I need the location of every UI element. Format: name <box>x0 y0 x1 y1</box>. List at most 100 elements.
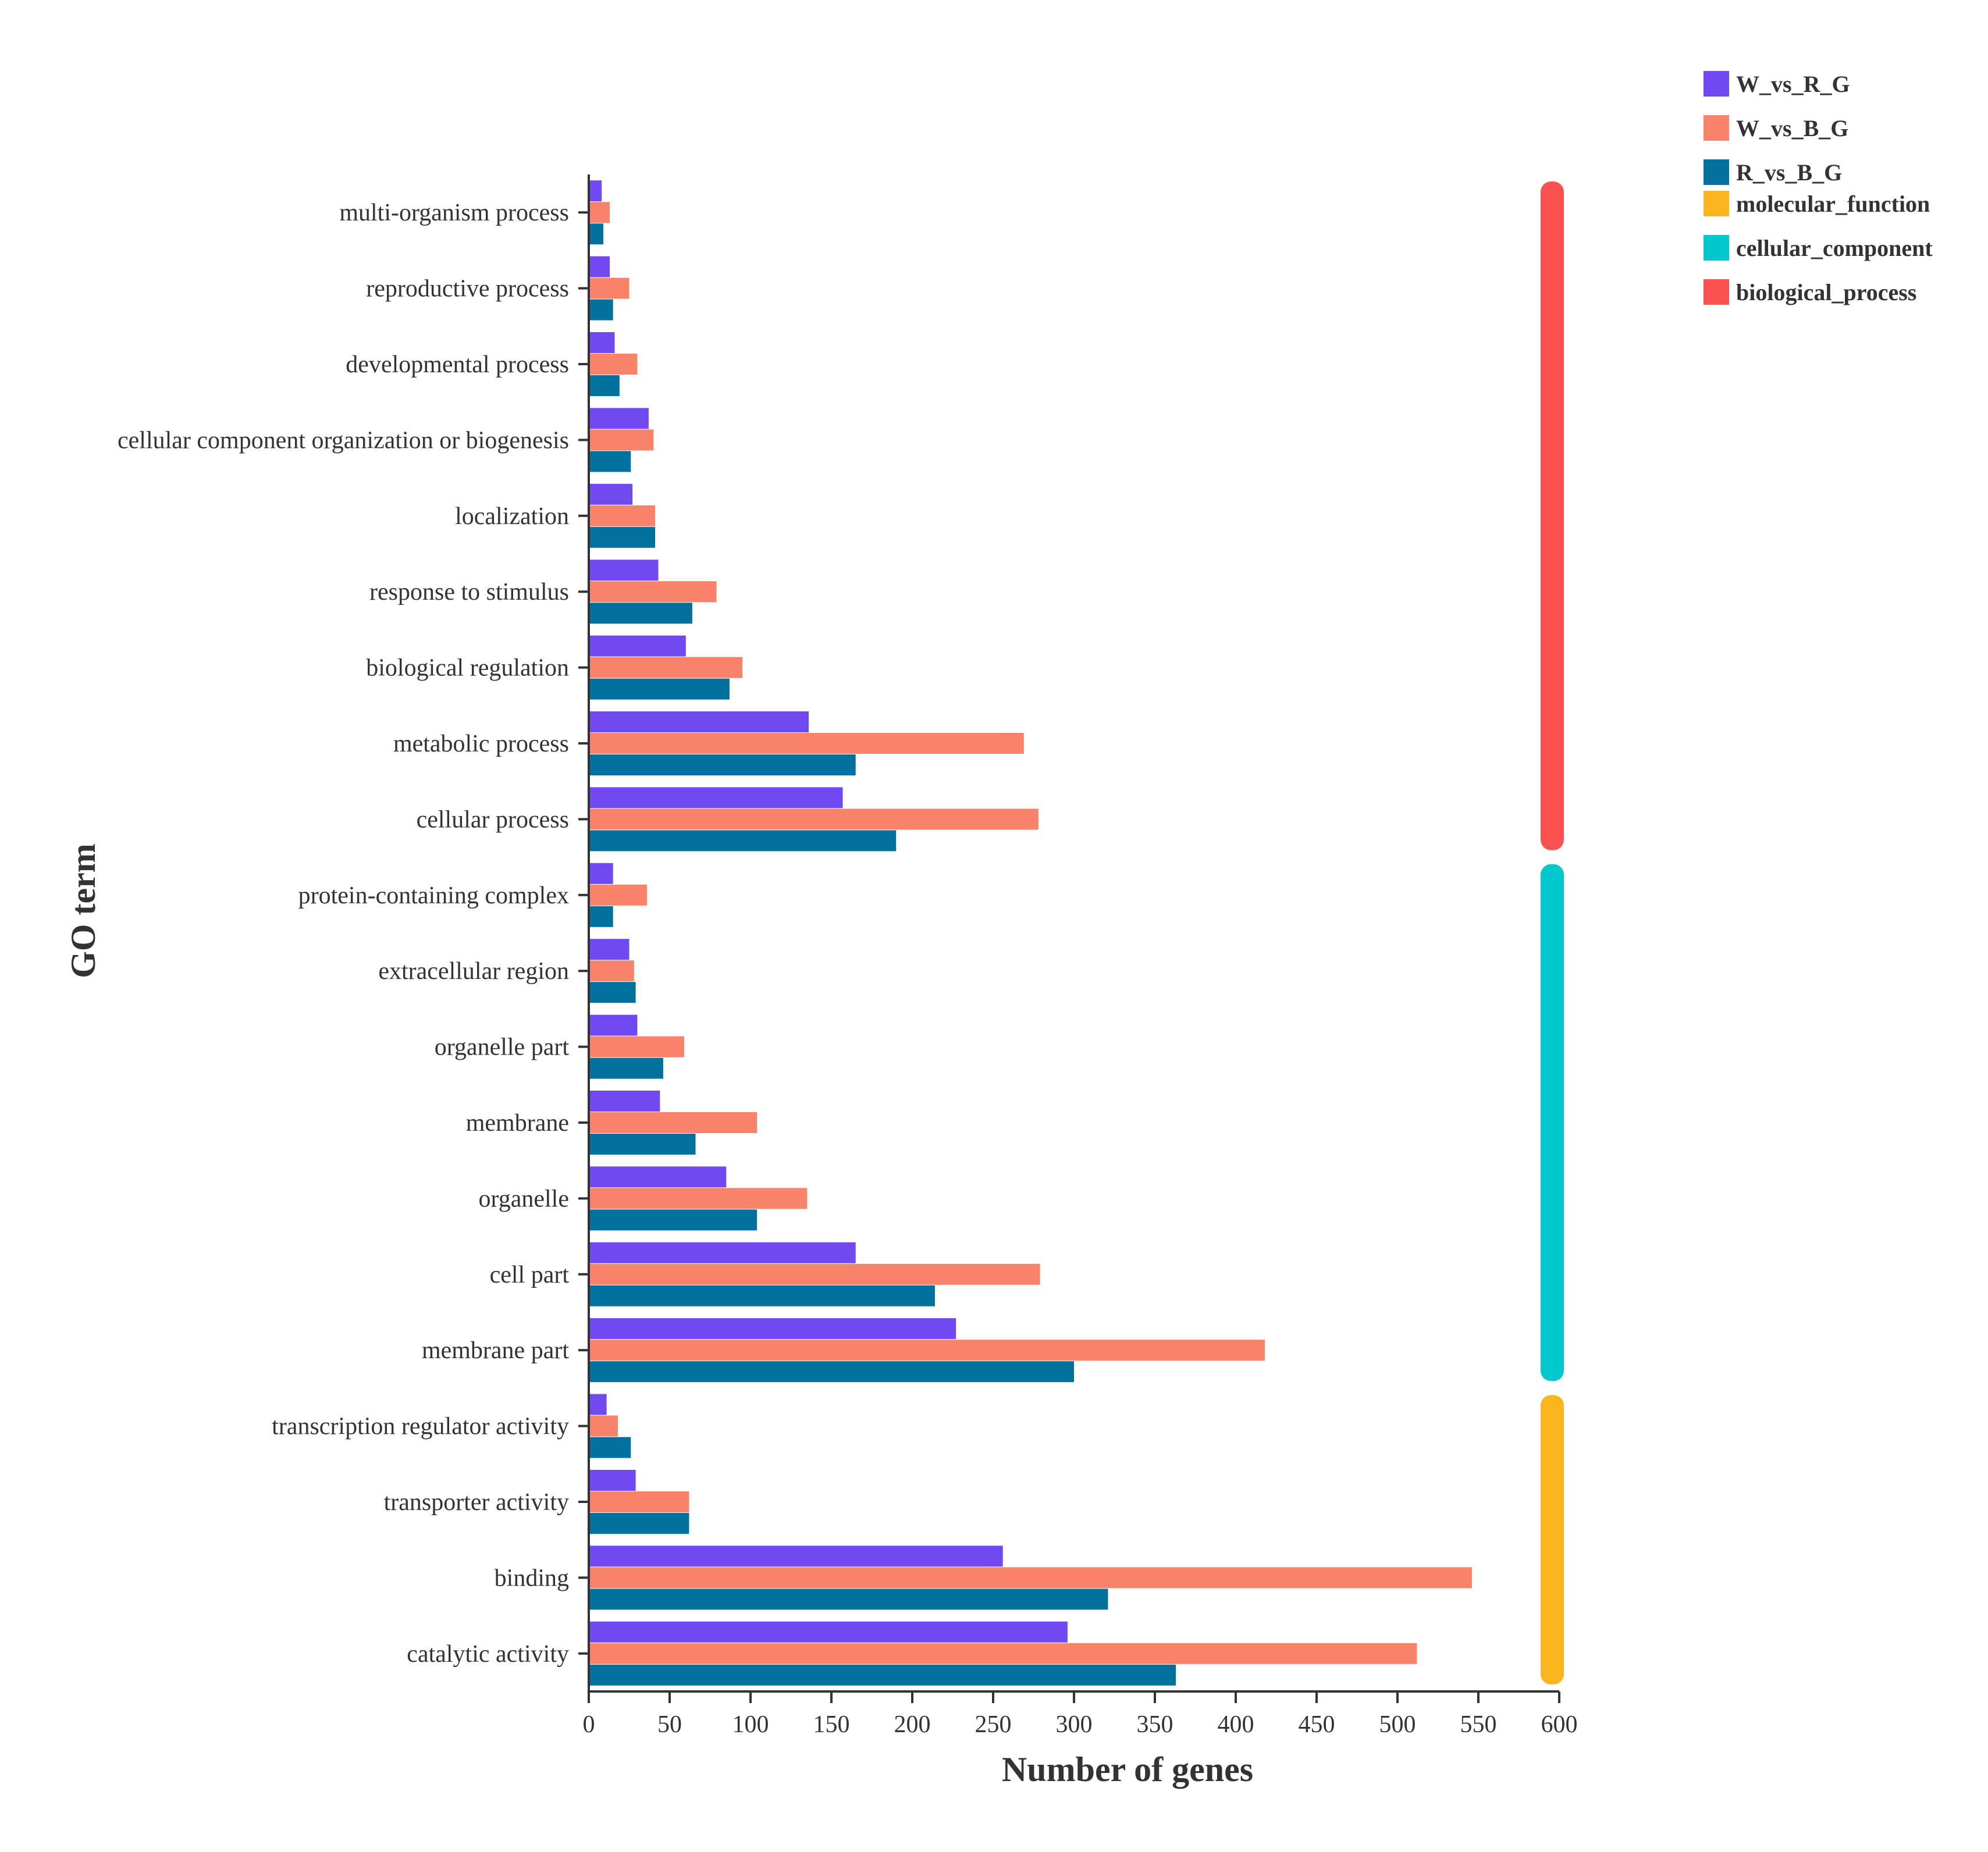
bar-r-vs-b-g-multi-organism-process <box>589 223 603 245</box>
legend-label-w-vs-b-g: W_vs_B_G <box>1736 115 1848 141</box>
bar-w-vs-b-g-membrane-part <box>589 1340 1265 1361</box>
x-axis-title: Number of genes <box>1002 1750 1253 1789</box>
bar-w-vs-r-g-developmental-process <box>589 332 615 353</box>
x-tick-label: 50 <box>657 1711 682 1738</box>
x-tick-label: 350 <box>1137 1711 1173 1738</box>
bar-r-vs-b-g-membrane-part <box>589 1361 1074 1383</box>
legend-swatch-biological-process <box>1704 279 1729 305</box>
bar-w-vs-b-g-transporter-activity <box>589 1491 689 1512</box>
category-label: extracellular region <box>378 958 569 985</box>
x-tick-label: 300 <box>1056 1711 1093 1738</box>
category-label: catalytic activity <box>407 1641 569 1668</box>
bar-w-vs-r-g-transcription-regulator-activity <box>589 1394 607 1415</box>
legend-swatch-r-vs-b-g <box>1704 159 1729 185</box>
bar-w-vs-r-g-membrane-part <box>589 1318 956 1340</box>
bar-w-vs-b-g-organelle-part <box>589 1036 684 1057</box>
bar-w-vs-b-g-organelle <box>589 1188 808 1209</box>
legend-label-molecular-function: molecular_function <box>1736 191 1930 217</box>
legend-swatch-molecular-function <box>1704 191 1729 216</box>
bar-w-vs-r-g-organelle-part <box>589 1014 638 1036</box>
x-tick-label: 400 <box>1218 1711 1254 1738</box>
bar-r-vs-b-g-cell-part <box>589 1285 935 1306</box>
bar-w-vs-r-g-cellular-component-organization-or-biogenesis <box>589 408 649 429</box>
category-label: organelle <box>479 1185 570 1212</box>
bar-w-vs-r-g-organelle <box>589 1166 727 1188</box>
bar-r-vs-b-g-membrane <box>589 1134 696 1155</box>
category-label: reproductive process <box>366 276 569 302</box>
x-tick-label: 500 <box>1379 1711 1416 1738</box>
bar-r-vs-b-g-extracellular-region <box>589 982 636 1003</box>
bar-r-vs-b-g-biological-regulation <box>589 678 730 700</box>
bar-r-vs-b-g-transcription-regulator-activity <box>589 1437 631 1458</box>
bar-w-vs-r-g-catalytic-activity <box>589 1621 1068 1643</box>
group-indicators <box>1541 181 1564 1684</box>
bar-w-vs-b-g-cellular-process <box>589 809 1039 830</box>
legend: W_vs_R_G W_vs_B_G R_vs_B_G molecular_functi… <box>1704 71 1933 305</box>
bar-w-vs-b-g-membrane <box>589 1112 757 1133</box>
bar-w-vs-r-g-binding <box>589 1545 1003 1567</box>
x-tick-label: 450 <box>1299 1711 1335 1738</box>
bar-w-vs-r-g-localization <box>589 483 633 505</box>
x-tick-label: 100 <box>732 1711 769 1738</box>
x-axis: 0 50 100 150 200 250 300 350 400 450 500 550 600 <box>583 174 1578 1738</box>
bar-r-vs-b-g-protein-containing-complex <box>589 906 613 927</box>
bar-r-vs-b-g-organelle-part <box>589 1057 663 1079</box>
legend-label-r-vs-b-g: R_vs_B_G <box>1736 159 1842 186</box>
legend-label-w-vs-r-g: W_vs_R_G <box>1736 71 1850 97</box>
bar-w-vs-b-g-multi-organism-process <box>589 202 610 223</box>
bar-w-vs-b-g-extracellular-region <box>589 960 634 982</box>
bar-w-vs-r-g-metabolic-process <box>589 711 809 732</box>
bar-w-vs-b-g-cellular-component-organization-or-biogenesis <box>589 429 654 451</box>
category-label: membrane part <box>422 1337 569 1364</box>
bar-w-vs-r-g-response-to-stimulus <box>589 560 659 581</box>
bars-layer <box>589 180 1472 1686</box>
category-label: metabolic process <box>393 731 569 757</box>
bar-r-vs-b-g-response-to-stimulus <box>589 603 692 624</box>
category-label: biological regulation <box>366 655 569 682</box>
x-tick-label: 200 <box>894 1711 931 1738</box>
x-tick-label: 0 <box>583 1711 595 1738</box>
group-indicator-molecular-function <box>1541 1395 1564 1684</box>
bar-w-vs-b-g-response-to-stimulus <box>589 581 717 603</box>
bar-w-vs-r-g-transporter-activity <box>589 1470 636 1491</box>
category-label: binding <box>495 1565 569 1591</box>
category-label: protein-containing complex <box>298 882 569 909</box>
bar-w-vs-r-g-cell-part <box>589 1242 856 1263</box>
legend-swatch-cellular-component <box>1704 235 1729 261</box>
bar-w-vs-r-g-multi-organism-process <box>589 180 602 202</box>
category-label: membrane <box>466 1110 569 1137</box>
bar-w-vs-r-g-protein-containing-complex <box>589 863 613 884</box>
bar-w-vs-b-g-catalytic-activity <box>589 1643 1417 1664</box>
x-tick-label: 150 <box>813 1711 850 1738</box>
bar-w-vs-b-g-protein-containing-complex <box>589 884 648 906</box>
category-label: developmental process <box>346 351 569 378</box>
category-label: cell part <box>490 1262 570 1288</box>
bar-w-vs-b-g-transcription-regulator-activity <box>589 1415 618 1437</box>
bar-w-vs-r-g-reproductive-process <box>589 256 610 277</box>
bar-w-vs-b-g-localization <box>589 505 655 526</box>
bar-w-vs-r-g-membrane <box>589 1091 660 1112</box>
y-axis-title: GO term <box>64 843 102 978</box>
bar-r-vs-b-g-metabolic-process <box>589 754 856 775</box>
bar-r-vs-b-g-reproductive-process <box>589 299 613 320</box>
bar-r-vs-b-g-cellular-component-organization-or-biogenesis <box>589 451 631 472</box>
bar-w-vs-b-g-metabolic-process <box>589 733 1024 754</box>
bar-r-vs-b-g-transporter-activity <box>589 1513 689 1534</box>
category-label: transporter activity <box>384 1489 569 1516</box>
bar-w-vs-b-g-biological-regulation <box>589 657 743 678</box>
bar-r-vs-b-g-developmental-process <box>589 375 620 396</box>
bar-w-vs-b-g-binding <box>589 1567 1472 1589</box>
x-tick-label: 550 <box>1460 1711 1497 1738</box>
bar-r-vs-b-g-cellular-process <box>589 830 897 852</box>
x-tick-label: 600 <box>1541 1711 1578 1738</box>
bar-r-vs-b-g-organelle <box>589 1209 757 1231</box>
category-label: cellular process <box>417 806 569 833</box>
bar-w-vs-r-g-extracellular-region <box>589 939 630 960</box>
legend-label-cellular-component: cellular_component <box>1736 235 1933 261</box>
x-tick-label: 250 <box>975 1711 1012 1738</box>
bar-w-vs-b-g-developmental-process <box>589 354 638 375</box>
category-label: localization <box>455 503 569 530</box>
category-label: transcription regulator activity <box>272 1413 569 1440</box>
legend-swatch-w-vs-r-g <box>1704 71 1729 97</box>
